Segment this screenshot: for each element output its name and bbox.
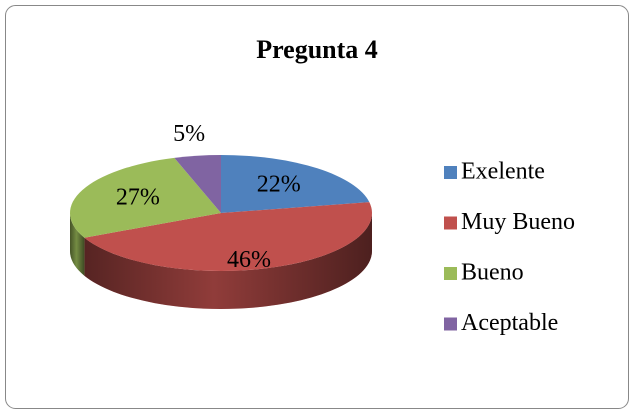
legend: Exelente Muy Bueno Bueno Aceptable [444, 159, 575, 336]
slice-side-shade [84, 213, 372, 309]
slice [84, 202, 373, 272]
legend-label: Bueno [461, 260, 524, 286]
legend-swatch [444, 267, 457, 280]
legend-label: Muy Bueno [461, 209, 575, 235]
legend-label: Aceptable [461, 310, 558, 336]
pie: 22% 46% 27% 5% [69, 121, 373, 309]
legend-swatch [444, 216, 457, 230]
slice [221, 155, 370, 213]
slice [69, 157, 221, 238]
data-label: 22% [257, 172, 301, 198]
legend-swatch [444, 317, 457, 331]
legend-label: Exelente [461, 159, 545, 185]
chart-title: Pregunta 4 [256, 35, 378, 64]
data-label: 5% [173, 121, 205, 147]
slice [174, 155, 221, 213]
slice-side-shade [70, 213, 85, 276]
data-label: 46% [227, 247, 271, 273]
legend-swatch [444, 166, 457, 179]
data-label: 27% [116, 185, 160, 211]
